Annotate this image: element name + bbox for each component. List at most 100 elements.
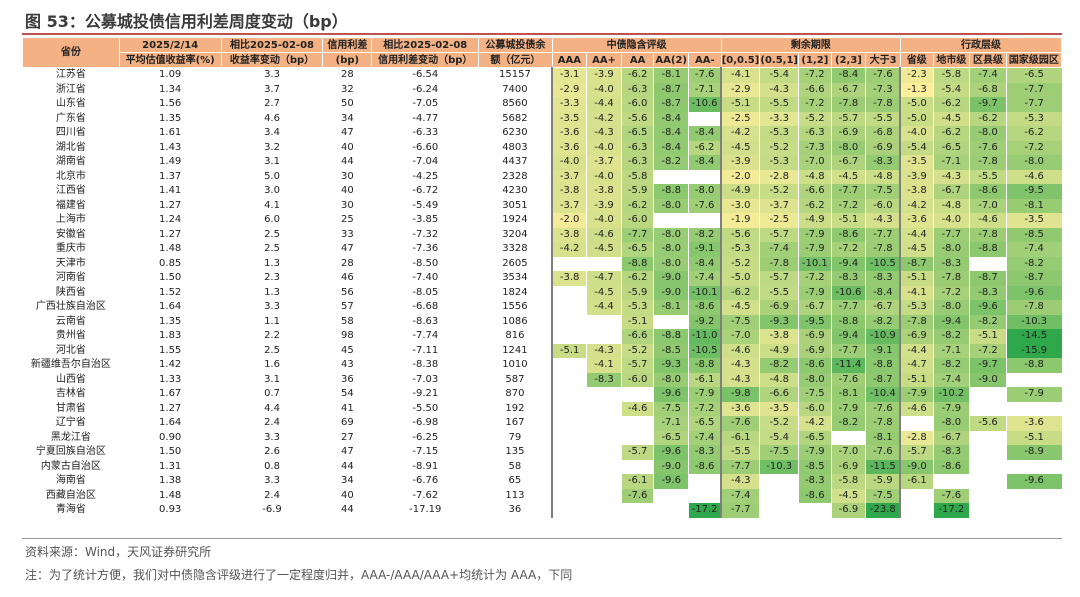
heat-cell-a-0: [899, 488, 934, 503]
heat-cell-t-1: -5.2: [759, 184, 799, 199]
heat-cell-r-4: -8.2: [688, 227, 722, 242]
footer-divider: [22, 538, 1062, 539]
cell-sc: -6.60: [412, 141, 439, 153]
cell-bal: 1924: [502, 214, 528, 225]
table-row: 甘肃省 1.27 4.4 41 -5.50 192 -4.6 -7.5 -7.2 -3.6 -3.5…: [23, 401, 1062, 416]
heat-cell-t-2: -8.6: [798, 358, 832, 373]
cell-yc: 3.3: [264, 301, 280, 312]
heat-cell-t-0: -5.2: [720, 256, 760, 271]
heat-cell-a-2: -9.7: [969, 358, 1007, 373]
table-row: 黑龙江省 0.90 3.3 27 -6.25 79 -6.5 -7.4 -6.1 -5.4 -6.5…: [23, 430, 1062, 445]
heat-cell-r-1: -4.1: [586, 358, 622, 373]
heat-cell-a-3: [1005, 488, 1062, 503]
heat-cell-r-2: [620, 430, 654, 445]
heat-cell-a-3: -14.5: [1005, 329, 1062, 344]
cell-y: 0.90: [159, 431, 182, 443]
heat-cell-a-2: [969, 401, 1007, 416]
heat-cell-a-2: -9.6: [969, 300, 1007, 315]
cell-bal: 113: [505, 489, 525, 501]
heat-cell-a-2: -7.0: [969, 198, 1007, 213]
heat-cell-r-0: [551, 285, 587, 300]
heat-cell-r-4: -8.3: [688, 445, 722, 460]
heat-cell-t-3: -8.3: [830, 271, 866, 286]
heat-cell-r-4: -10.6: [688, 97, 722, 112]
cell-p: 河南省: [55, 272, 86, 283]
heat-cell-r-3: -8.8: [653, 184, 689, 199]
heat-cell-t-0: -4.3: [720, 474, 760, 489]
heat-cell-t-0: -4.5: [720, 300, 760, 315]
heat-cell-t-1: -4.9: [759, 343, 799, 358]
heat-cell-a-1: -8.3: [932, 445, 970, 460]
heat-cell-a-1: -7.1: [932, 155, 970, 170]
cell-sc: -7.40: [412, 272, 439, 283]
heat-cell-t-1: -5.4: [759, 430, 799, 445]
cell-p: 新疆维吾尔自治区: [30, 359, 111, 370]
cell-y: 1.34: [159, 83, 182, 95]
heat-cell-a-0: -1.3: [899, 82, 934, 97]
heat-cell-r-0: -3.8: [551, 227, 587, 242]
heat-cell-r-4: -7.6: [688, 198, 722, 213]
heat-cell-t-1: -10.3: [759, 459, 799, 474]
heat-cell-t-3: -5.7: [830, 111, 866, 126]
header-yield-change-date: 相比2025-02-08: [220, 37, 324, 53]
heat-cell-t-0: -2.5: [720, 111, 760, 126]
heat-cell-r-2: -4.6: [620, 401, 654, 416]
heat-cell-t-2: -6.9: [798, 343, 832, 358]
cell-s: 25: [341, 214, 354, 225]
heat-cell-t-2: -7.9: [798, 285, 832, 300]
heat-cell-t-4: -7.8: [865, 416, 901, 431]
table-row: 宁夏回族自治区 1.50 2.6 47 -7.15 135 -5.7 -9.6 -8.3 -5.5…: [23, 445, 1062, 460]
heat-cell-r-0: -3.8: [551, 184, 587, 199]
cell-p: 黑龙江省: [50, 431, 91, 443]
heat-cell-t-3: -6.7: [830, 82, 866, 97]
heat-cell-a-1: -7.8: [932, 271, 970, 286]
heat-cell-r-1: [586, 430, 622, 445]
cell-s: 98: [341, 330, 354, 341]
cell-yc: 2.5: [264, 228, 280, 240]
heat-cell-a-1: -7.2: [932, 285, 970, 300]
cell-bal: 1824: [502, 286, 528, 298]
heat-cell-a-3: [1005, 459, 1062, 474]
heat-cell-t-3: -6.7: [830, 155, 866, 170]
heat-cell-r-2: -5.7: [620, 358, 654, 373]
heat-cell-r-4: -10.5: [688, 343, 722, 358]
header-term-1: (0.5,1]: [759, 52, 800, 68]
heat-cell-t-3: -8.6: [830, 227, 866, 242]
cell-y: 1.27: [159, 199, 182, 211]
heat-cell-t-2: -8.5: [798, 459, 832, 474]
cell-s: 40: [341, 185, 354, 196]
heat-cell-t-0: -4.9: [720, 184, 760, 199]
heat-cell-a-2: -8.6: [969, 184, 1007, 199]
cell-y: 1.42: [159, 359, 182, 370]
heat-cell-t-2: -10.1: [798, 256, 832, 271]
cell-yc: 5.0: [264, 170, 280, 182]
heat-cell-a-3: -8.8: [1005, 358, 1062, 373]
heat-cell-r-0: -3.7: [551, 169, 587, 184]
heat-cell-r-0: [551, 459, 587, 474]
heat-cell-a-2: -7.4: [969, 67, 1007, 83]
heat-cell-t-2: -5.2: [798, 111, 832, 126]
cell-bal: 1241: [502, 344, 528, 356]
cell-bal: 65: [508, 475, 522, 486]
cell-bal: 4230: [502, 185, 528, 196]
cell-sc: -8.38: [412, 359, 439, 370]
cell-s: 47: [341, 446, 354, 457]
heat-cell-r-1: -3.9: [586, 198, 622, 213]
heat-cell-a-0: -5.0: [899, 97, 934, 112]
heat-cell-a-1: -4.8: [932, 198, 970, 213]
heat-cell-t-0: -7.7: [720, 459, 760, 474]
heat-cell-r-4: -7.2: [688, 401, 722, 416]
cell-sc: -9.21: [412, 388, 439, 399]
heat-cell-t-2: -6.9: [798, 329, 832, 344]
heat-cell-r-1: -4.2: [586, 111, 622, 126]
heat-cell-r-2: -6.0: [620, 97, 654, 112]
cell-y: 1.56: [159, 98, 182, 109]
heat-cell-t-0: -7.6: [720, 416, 760, 431]
heat-cell-t-3: -6.9: [830, 459, 866, 474]
cell-sc: -7.74: [412, 330, 439, 341]
heat-cell-a-1: -8.2: [932, 329, 970, 344]
cell-yc: 3.1: [264, 156, 280, 167]
heat-cell-a-1: -6.7: [932, 184, 970, 199]
heat-cell-a-1: -8.0: [932, 300, 970, 315]
heat-cell-a-3: -8.7: [1005, 271, 1062, 286]
